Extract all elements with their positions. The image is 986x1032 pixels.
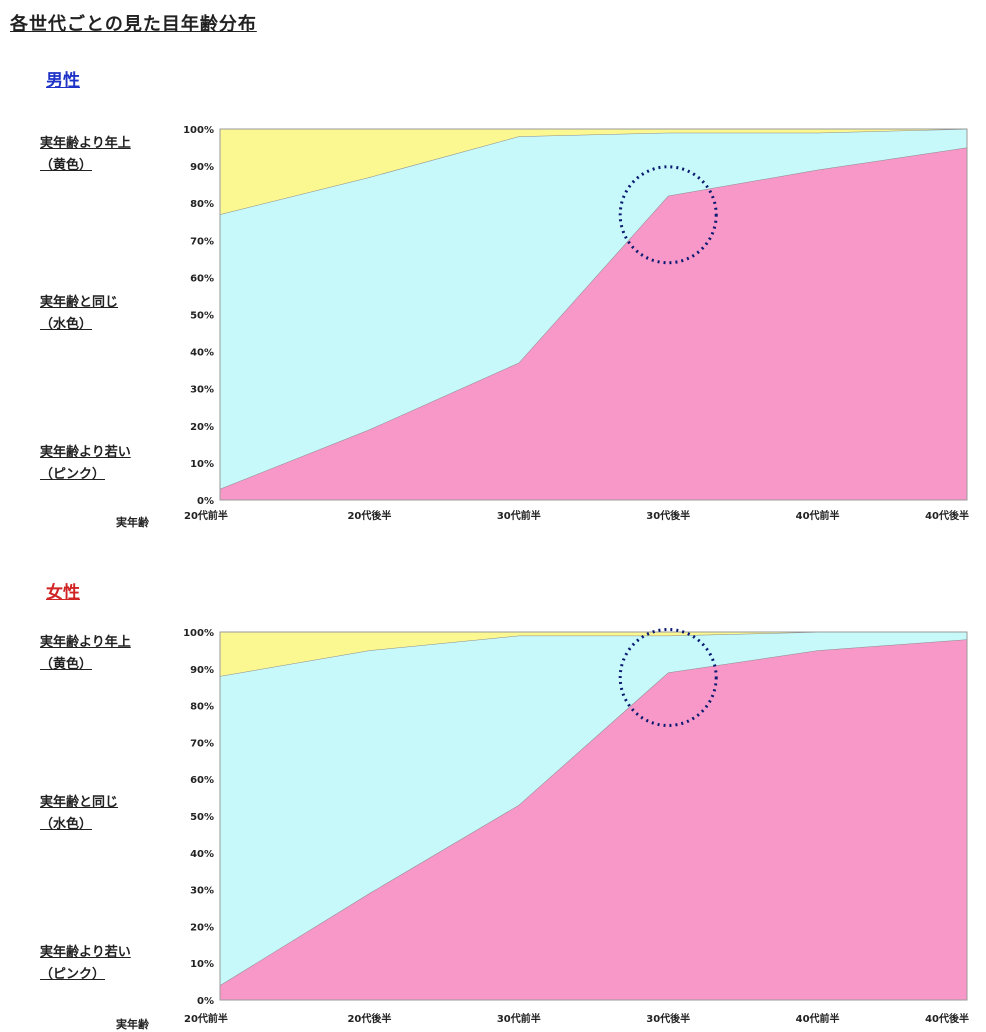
female-y-tick-label: 70% — [190, 738, 214, 749]
male-y-tick-label: 40% — [190, 348, 214, 359]
male-older-label: 実年齢より年上 （黄色） — [40, 133, 131, 177]
male-y-tick-label: 0% — [197, 496, 214, 507]
female-y-tick-label: 60% — [190, 775, 214, 786]
male-older-label-line1: 実年齢より年上 — [40, 136, 131, 151]
female-y-tick-label: 10% — [190, 959, 214, 970]
male-section-title: 男性 — [46, 71, 80, 91]
male-area-chart: 0% 10% 20% 30% 40% 50% 60% 70% 80% 90% 100% 20代前半 20… — [183, 125, 969, 522]
male-y-tick-label: 60% — [190, 273, 214, 284]
female-older-label-line1: 実年齢より年上 — [40, 635, 131, 650]
female-y-tick-label: 30% — [190, 886, 214, 897]
female-younger-label: 実年齢より若い （ピンク） — [40, 942, 131, 986]
female-axis-prefix: 実年齢 — [116, 1018, 149, 1031]
female-same-label: 実年齢と同じ （水色） — [40, 792, 118, 836]
male-area-same — [220, 129, 967, 489]
female-x-tick-label: 20代後半 — [347, 1012, 391, 1025]
female-younger-label-line1: 実年齢より若い — [40, 945, 131, 960]
female-older-label: 実年齢より年上 （黄色） — [40, 632, 131, 676]
male-younger-label-line2: （ピンク） — [40, 467, 106, 482]
female-x-tick-label: 30代後半 — [646, 1012, 690, 1025]
male-x-tick-label: 20代前半 — [184, 509, 228, 522]
male-same-label-line1: 実年齢と同じ — [40, 295, 119, 310]
female-y-tick-label: 80% — [190, 702, 214, 713]
male-x-tick-label: 30代前半 — [497, 509, 541, 522]
female-area-younger — [220, 639, 967, 1000]
female-y-tick-label: 90% — [190, 665, 214, 676]
female-section-title: 女性 — [46, 583, 80, 603]
male-older-label-line2: （黄色） — [40, 158, 93, 173]
page-title: 各世代ごとの見た目年齢分布 — [10, 14, 257, 35]
female-same-label-line1: 実年齢と同じ — [40, 795, 119, 810]
female-x-tick-label: 20代前半 — [184, 1012, 228, 1025]
male-area-younger — [220, 147, 967, 501]
female-x-tick-label: 40代後半 — [925, 1012, 969, 1025]
male-x-tick-label: 20代後半 — [347, 509, 391, 522]
male-y-tick-label: 50% — [190, 311, 214, 322]
male-younger-label: 実年齢より若い （ピンク） — [40, 442, 131, 486]
female-same-label-line2: （水色） — [40, 817, 93, 832]
female-plot-frame — [219, 631, 968, 1001]
female-y-tick-label: 40% — [190, 849, 214, 860]
female-y-tick-label: 20% — [190, 922, 214, 933]
female-y-tick-label: 0% — [197, 996, 214, 1007]
male-axis-prefix: 実年齢 — [116, 516, 149, 529]
female-area-same — [220, 632, 967, 986]
male-younger-label-line1: 実年齢より若い — [40, 445, 131, 460]
female-younger-label-line2: （ピンク） — [40, 967, 106, 982]
male-y-tick-label: 100% — [183, 125, 214, 136]
female-area-older — [220, 632, 967, 677]
male-x-tick-label: 40代前半 — [796, 509, 840, 522]
male-y-tick-label: 30% — [190, 385, 214, 396]
male-x-tick-label: 30代後半 — [646, 509, 690, 522]
male-plot-frame — [219, 128, 968, 501]
female-highlight-circle — [618, 627, 718, 727]
male-y-tick-label: 10% — [190, 459, 214, 470]
male-same-label: 実年齢と同じ （水色） — [40, 292, 118, 336]
male-y-tick-label: 20% — [190, 422, 214, 433]
male-same-label-line2: （水色） — [40, 317, 93, 332]
male-highlight-circle — [618, 165, 718, 265]
female-y-tick-label: 50% — [190, 812, 214, 823]
female-x-tick-label: 40代前半 — [796, 1012, 840, 1025]
male-y-tick-label: 90% — [190, 162, 214, 173]
female-y-tick-label: 100% — [183, 628, 214, 639]
female-older-label-line2: （黄色） — [40, 657, 93, 672]
male-y-tick-label: 80% — [190, 199, 214, 210]
female-x-tick-label: 30代前半 — [497, 1012, 541, 1025]
male-y-tick-label: 70% — [190, 236, 214, 247]
male-x-tick-label: 40代後半 — [925, 509, 969, 522]
male-area-older — [220, 129, 967, 215]
